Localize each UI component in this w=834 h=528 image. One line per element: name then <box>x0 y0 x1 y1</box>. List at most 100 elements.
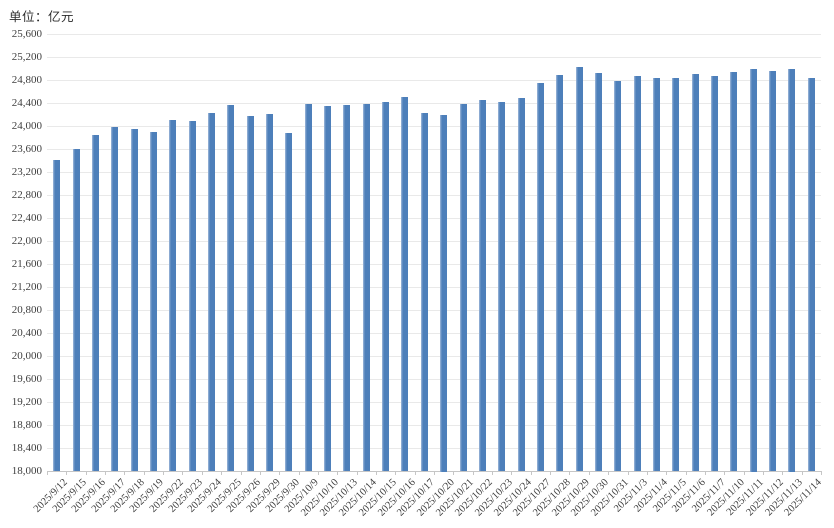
gridline <box>47 287 821 288</box>
bar-2025-9-17 <box>111 127 118 471</box>
x-axis-tick <box>666 471 667 475</box>
gridline <box>47 264 821 265</box>
x-axis-tick <box>376 471 377 475</box>
x-axis-tick <box>473 471 474 475</box>
bar-2025-9-18 <box>131 129 138 471</box>
bar-2025-11-4 <box>653 78 660 471</box>
gridline <box>47 126 821 127</box>
x-axis-tick <box>550 471 551 475</box>
gridline <box>47 402 821 403</box>
x-axis-tick <box>569 471 570 475</box>
gridline <box>47 103 821 104</box>
x-axis-tick <box>260 471 261 475</box>
gridline <box>47 241 821 242</box>
y-tick-label: 21,200 <box>11 281 42 293</box>
x-axis-tick <box>86 471 87 475</box>
y-tick-label: 24,800 <box>11 74 42 86</box>
x-axis-tick <box>105 471 106 475</box>
gridline <box>47 149 821 150</box>
y-tick-label: 20,400 <box>11 327 42 339</box>
bar-2025-11-6 <box>692 74 699 471</box>
y-tick-label: 20,000 <box>11 350 42 362</box>
x-axis-tick <box>279 471 280 475</box>
bar-2025-10-31 <box>614 81 621 471</box>
gridline <box>47 172 821 173</box>
y-tick-label: 23,200 <box>11 166 42 178</box>
x-axis-tick <box>608 471 609 475</box>
x-axis-tick <box>531 471 532 475</box>
bar-2025-10-20 <box>440 115 447 472</box>
bar-2025-9-30 <box>285 133 292 471</box>
x-axis-tick <box>318 471 319 475</box>
x-axis-tick <box>589 471 590 475</box>
bar-2025-11-12 <box>769 71 776 471</box>
x-axis-tick <box>821 471 822 475</box>
bar-2025-9-22 <box>169 120 176 471</box>
x-axis-tick <box>395 471 396 475</box>
bar-2025-10-28 <box>556 75 563 471</box>
x-axis-tick <box>182 471 183 475</box>
gridline <box>47 425 821 426</box>
y-tick-label: 18,800 <box>11 419 42 431</box>
bar-2025-10-29 <box>576 67 583 471</box>
bar-2025-9-16 <box>92 135 99 471</box>
bar-2025-9-29 <box>266 114 273 471</box>
bar-2025-9-19 <box>150 132 157 471</box>
x-axis-tick <box>705 471 706 475</box>
y-tick-label: 22,400 <box>11 212 42 224</box>
bar-2025-10-13 <box>343 105 350 471</box>
x-axis-tick <box>782 471 783 475</box>
bar-2025-11-7 <box>711 76 718 471</box>
gridline <box>47 57 821 58</box>
bar-2025-10-23 <box>498 102 505 471</box>
bar-2025-10-21 <box>460 104 467 471</box>
bar-2025-10-14 <box>363 104 370 471</box>
x-axis-tick <box>647 471 648 475</box>
bar-2025-9-25 <box>227 105 234 471</box>
y-tick-label: 18,000 <box>11 465 42 477</box>
x-axis-tick <box>47 471 48 475</box>
x-axis-tick <box>763 471 764 475</box>
bar-2025-10-24 <box>518 98 525 471</box>
bar-2025-11-10 <box>730 72 737 471</box>
axis-unit-label: 单位：亿元 <box>9 10 75 24</box>
bar-2025-11-3 <box>634 76 641 471</box>
bar-2025-11-13 <box>788 69 795 472</box>
x-axis-tick <box>221 471 222 475</box>
y-tick-label: 22,000 <box>11 235 42 247</box>
x-axis-tick <box>724 471 725 475</box>
y-tick-label: 19,200 <box>11 396 42 408</box>
x-axis-tick <box>744 471 745 475</box>
y-tick-label: 23,600 <box>11 143 42 155</box>
y-tick-label: 24,400 <box>11 97 42 109</box>
gridline <box>47 448 821 449</box>
gridline <box>47 80 821 81</box>
bar-2025-9-23 <box>189 121 196 471</box>
x-axis-tick <box>802 471 803 475</box>
x-axis-tick <box>202 471 203 475</box>
bar-2025-9-12 <box>53 160 60 471</box>
bar-2025-10-10 <box>324 106 331 471</box>
x-axis-tick <box>144 471 145 475</box>
x-axis-tick <box>492 471 493 475</box>
gridline <box>47 34 821 35</box>
x-axis-tick <box>628 471 629 475</box>
bar-2025-11-11 <box>750 69 757 472</box>
bar-2025-9-26 <box>247 116 254 471</box>
y-tick-label: 25,600 <box>11 28 42 40</box>
x-axis-tick <box>66 471 67 475</box>
x-axis-tick <box>511 471 512 475</box>
gridline <box>47 218 821 219</box>
y-tick-label: 24,000 <box>11 120 42 132</box>
bar-2025-10-22 <box>479 100 486 471</box>
gridline <box>47 333 821 334</box>
gridline <box>47 310 821 311</box>
bar-2025-10-15 <box>382 102 389 471</box>
bar-2025-10-9 <box>305 104 312 471</box>
x-axis-tick <box>686 471 687 475</box>
gridline <box>47 195 821 196</box>
x-axis-tick <box>299 471 300 475</box>
bar-2025-10-16 <box>401 97 408 471</box>
x-axis-tick <box>415 471 416 475</box>
